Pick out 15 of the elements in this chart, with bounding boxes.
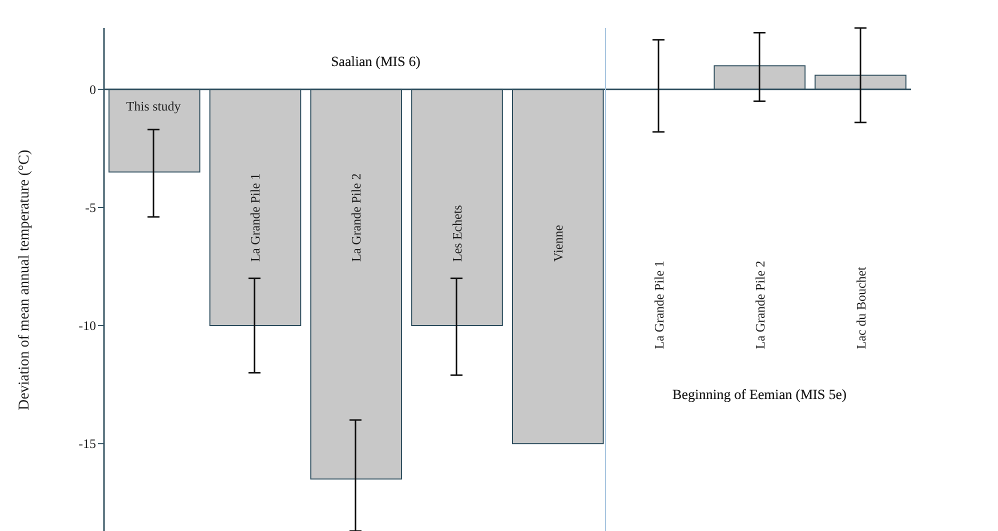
y-tick-label: -15 [78, 436, 96, 452]
x-tick-label: La Grande Pile 2 [752, 260, 768, 350]
x-tick-label: Les Echets [450, 205, 464, 262]
x-tick-label: This study [126, 98, 182, 114]
y-tick-label: -10 [78, 318, 96, 334]
x-tick-label: La Grande Pile 2 [348, 173, 364, 262]
x-tick-label: La Grande Pile 1 [652, 260, 666, 350]
x-tick-label: Vienne [550, 224, 566, 262]
y-tick-label: 0 [90, 82, 96, 98]
x-tick-label: Lac du Bouchet [854, 266, 868, 350]
annotation: Saalian (MIS 6) [330, 54, 421, 70]
y-axis-title: Deviation of mean annual temperature (°C) [16, 150, 32, 410]
x-tick-label: La Grande Pile 1 [248, 173, 262, 262]
annotation: Beginning of Eemian (MIS 5e) [672, 388, 847, 403]
y-tick-label: -5 [85, 200, 96, 216]
